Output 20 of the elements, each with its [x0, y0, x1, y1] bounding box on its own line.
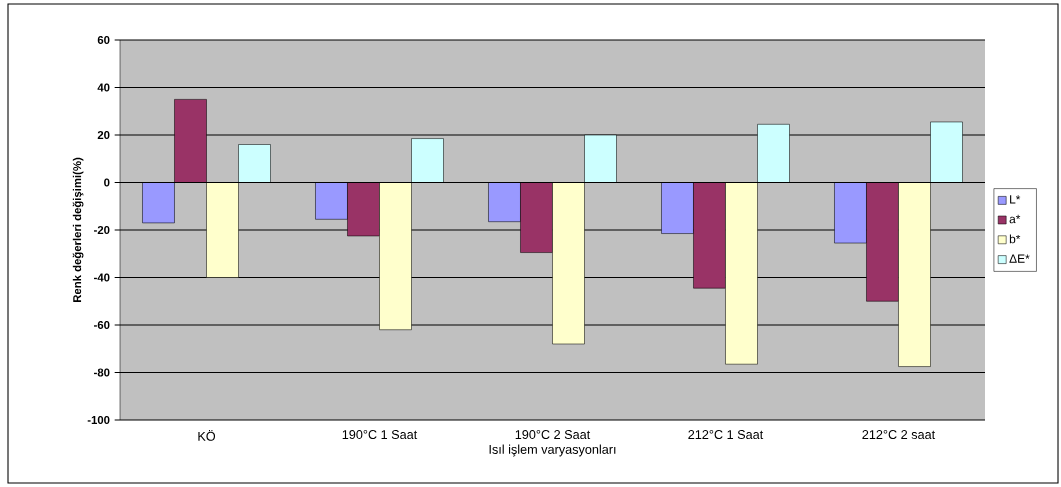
y-tick-label: -40 [94, 273, 110, 282]
x-tick-label: 212°C 1 Saat [688, 430, 764, 440]
y-axis-title: Renk değerleri değişimi(%) [72, 157, 84, 302]
y-tick-label: 20 [97, 131, 110, 140]
legend-label: ΔE* [1009, 254, 1030, 263]
x-tick-label: 190°C 2 Saat [515, 430, 591, 440]
x-axis-title: Isıl işlem varyasyonları [489, 444, 616, 457]
x-tick-label: 190°C 1 Saat [342, 430, 418, 440]
y-tick-label: 60 [97, 36, 110, 45]
y-tick-label: 0 [104, 178, 110, 187]
legend-label: a* [1009, 214, 1021, 224]
legend-label: b* [1009, 234, 1021, 244]
y-tick-label: -80 [94, 368, 110, 377]
legend-label: L* [1010, 195, 1021, 204]
y-tick-label: 40 [97, 83, 110, 92]
y-tick-label: -100 [87, 416, 110, 425]
y-tick-label: -20 [94, 226, 110, 235]
x-tick-label: 212°C 2 saat [862, 430, 936, 440]
y-tick-label: -60 [94, 321, 110, 330]
x-tick-label: KÖ [198, 430, 216, 441]
